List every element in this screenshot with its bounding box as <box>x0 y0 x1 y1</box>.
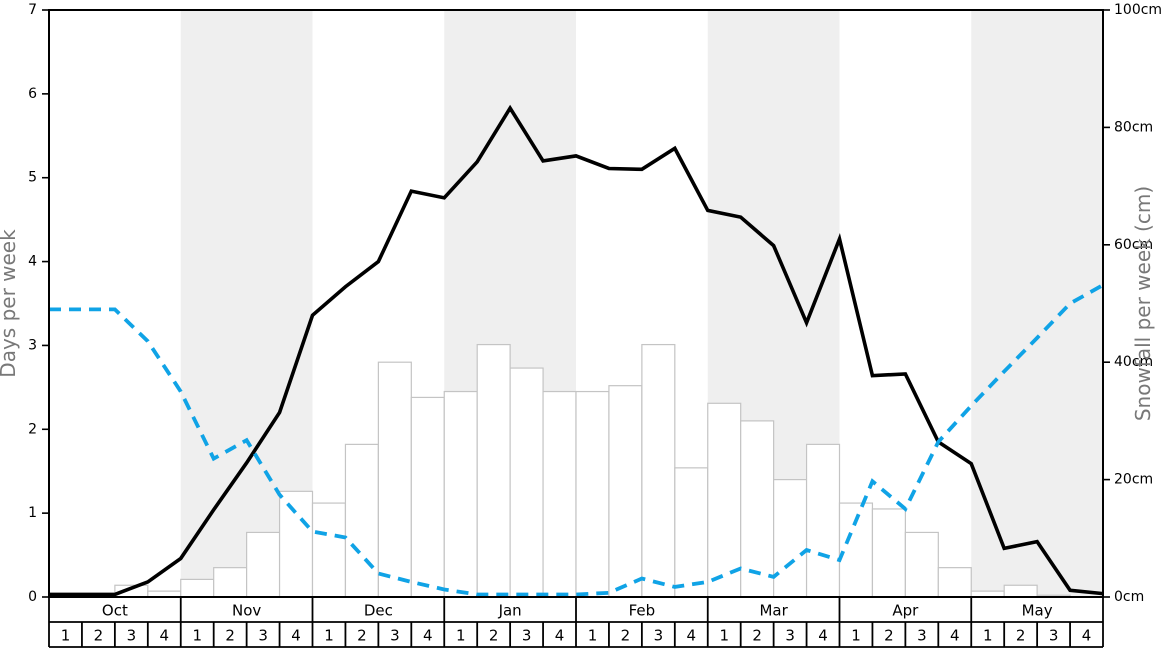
month-label: Apr <box>892 602 919 620</box>
week-number-label: 4 <box>950 627 960 645</box>
snowfall-bar <box>377 361 412 598</box>
right-axis-tick-label: 20cm <box>1114 472 1153 488</box>
right-axis-tick-label: 0cm <box>1114 589 1144 605</box>
week-number-label: 1 <box>324 627 334 645</box>
right-axis-tick-label: 100cm <box>1114 2 1162 18</box>
left-axis-tick-label: 4 <box>28 254 37 270</box>
left-axis-tick-label: 2 <box>28 421 37 437</box>
week-number-label: 1 <box>61 627 71 645</box>
week-number-label: 3 <box>522 627 532 645</box>
week-number-label: 1 <box>719 627 729 645</box>
left-axis-tick-label: 3 <box>28 337 37 353</box>
left-axis-tick-label: 0 <box>28 589 37 605</box>
left-axis-tick-label: 7 <box>28 2 37 18</box>
snowfall-bar <box>542 390 577 598</box>
snowfall-bar <box>871 508 906 598</box>
week-number-label: 3 <box>390 627 400 645</box>
month-label: Mar <box>759 602 788 620</box>
left-axis-tick-label: 6 <box>28 86 37 102</box>
week-number-label: 2 <box>621 627 631 645</box>
black-days-line <box>49 104 1104 597</box>
blue-dashed-days-line <box>49 283 1104 597</box>
month-label: Nov <box>232 602 261 620</box>
right-axis-tick-label: 40cm <box>1114 354 1153 370</box>
month-label: May <box>1022 602 1053 620</box>
week-number-label: 3 <box>654 627 664 645</box>
week-number-label: 4 <box>1082 627 1092 645</box>
week-number-label: 1 <box>851 627 861 645</box>
month-label: Dec <box>364 602 393 620</box>
week-number-label: 3 <box>785 627 795 645</box>
week-number-label: 1 <box>192 627 202 645</box>
snowfall-bar <box>904 531 939 598</box>
week-number-label: 4 <box>423 627 433 645</box>
snowfall-bar <box>443 390 478 598</box>
left-axis-tick-label: 1 <box>28 505 37 521</box>
week-number-label: 2 <box>884 627 894 645</box>
snowfall-bar <box>937 567 972 598</box>
snowfall-bar <box>773 479 808 598</box>
week-number-label: 1 <box>983 627 993 645</box>
snowfall-bar <box>509 367 544 598</box>
week-number-label: 2 <box>489 627 499 645</box>
snowfall-bar <box>740 420 775 598</box>
snowfall-bar <box>674 467 709 598</box>
snowfall-bar <box>213 567 248 598</box>
week-number-label: 4 <box>555 627 565 645</box>
snowfall-bar <box>575 390 610 598</box>
snowfall-bar <box>476 343 511 598</box>
week-number-label: 4 <box>687 627 697 645</box>
right-axis-title: Snowfall per week (cm) <box>1131 186 1155 421</box>
week-number-label: 4 <box>291 627 301 645</box>
week-number-label: 2 <box>1016 627 1026 645</box>
week-number-label: 2 <box>357 627 367 645</box>
week-number-label: 4 <box>160 627 170 645</box>
week-number-label: 2 <box>225 627 235 645</box>
snowfall-bar <box>608 385 643 598</box>
snowfall-bar <box>278 490 314 598</box>
month-label: Feb <box>629 602 656 620</box>
week-number-label: 3 <box>917 627 927 645</box>
snowfall-bar <box>344 443 379 598</box>
month-shade-band-may <box>971 10 1103 597</box>
snowfall-bar <box>180 578 215 598</box>
week-number-label: 2 <box>752 627 762 645</box>
snowfall-bar <box>1003 584 1038 598</box>
snowfall-bar <box>311 502 347 598</box>
week-number-label: 3 <box>258 627 268 645</box>
snowfall-bar <box>707 402 742 598</box>
snowfall-bar <box>641 343 676 598</box>
week-number-label: 4 <box>818 627 828 645</box>
left-axis-tick-label: 5 <box>28 170 37 186</box>
week-number-label: 1 <box>588 627 598 645</box>
week-number-label: 3 <box>1049 627 1059 645</box>
snowfall-bar <box>246 531 281 598</box>
month-label: Jan <box>498 602 522 620</box>
right-axis-tick-label: 80cm <box>1114 119 1153 135</box>
left-axis-title: Days per week <box>0 229 20 378</box>
snowfall-bar <box>410 396 445 598</box>
snowfall-bar <box>805 443 841 598</box>
week-number-label: 2 <box>94 627 104 645</box>
week-number-label: 1 <box>456 627 466 645</box>
week-number-label: 3 <box>127 627 137 645</box>
month-label: Oct <box>102 602 128 620</box>
right-axis-tick-label: 60cm <box>1114 237 1153 253</box>
